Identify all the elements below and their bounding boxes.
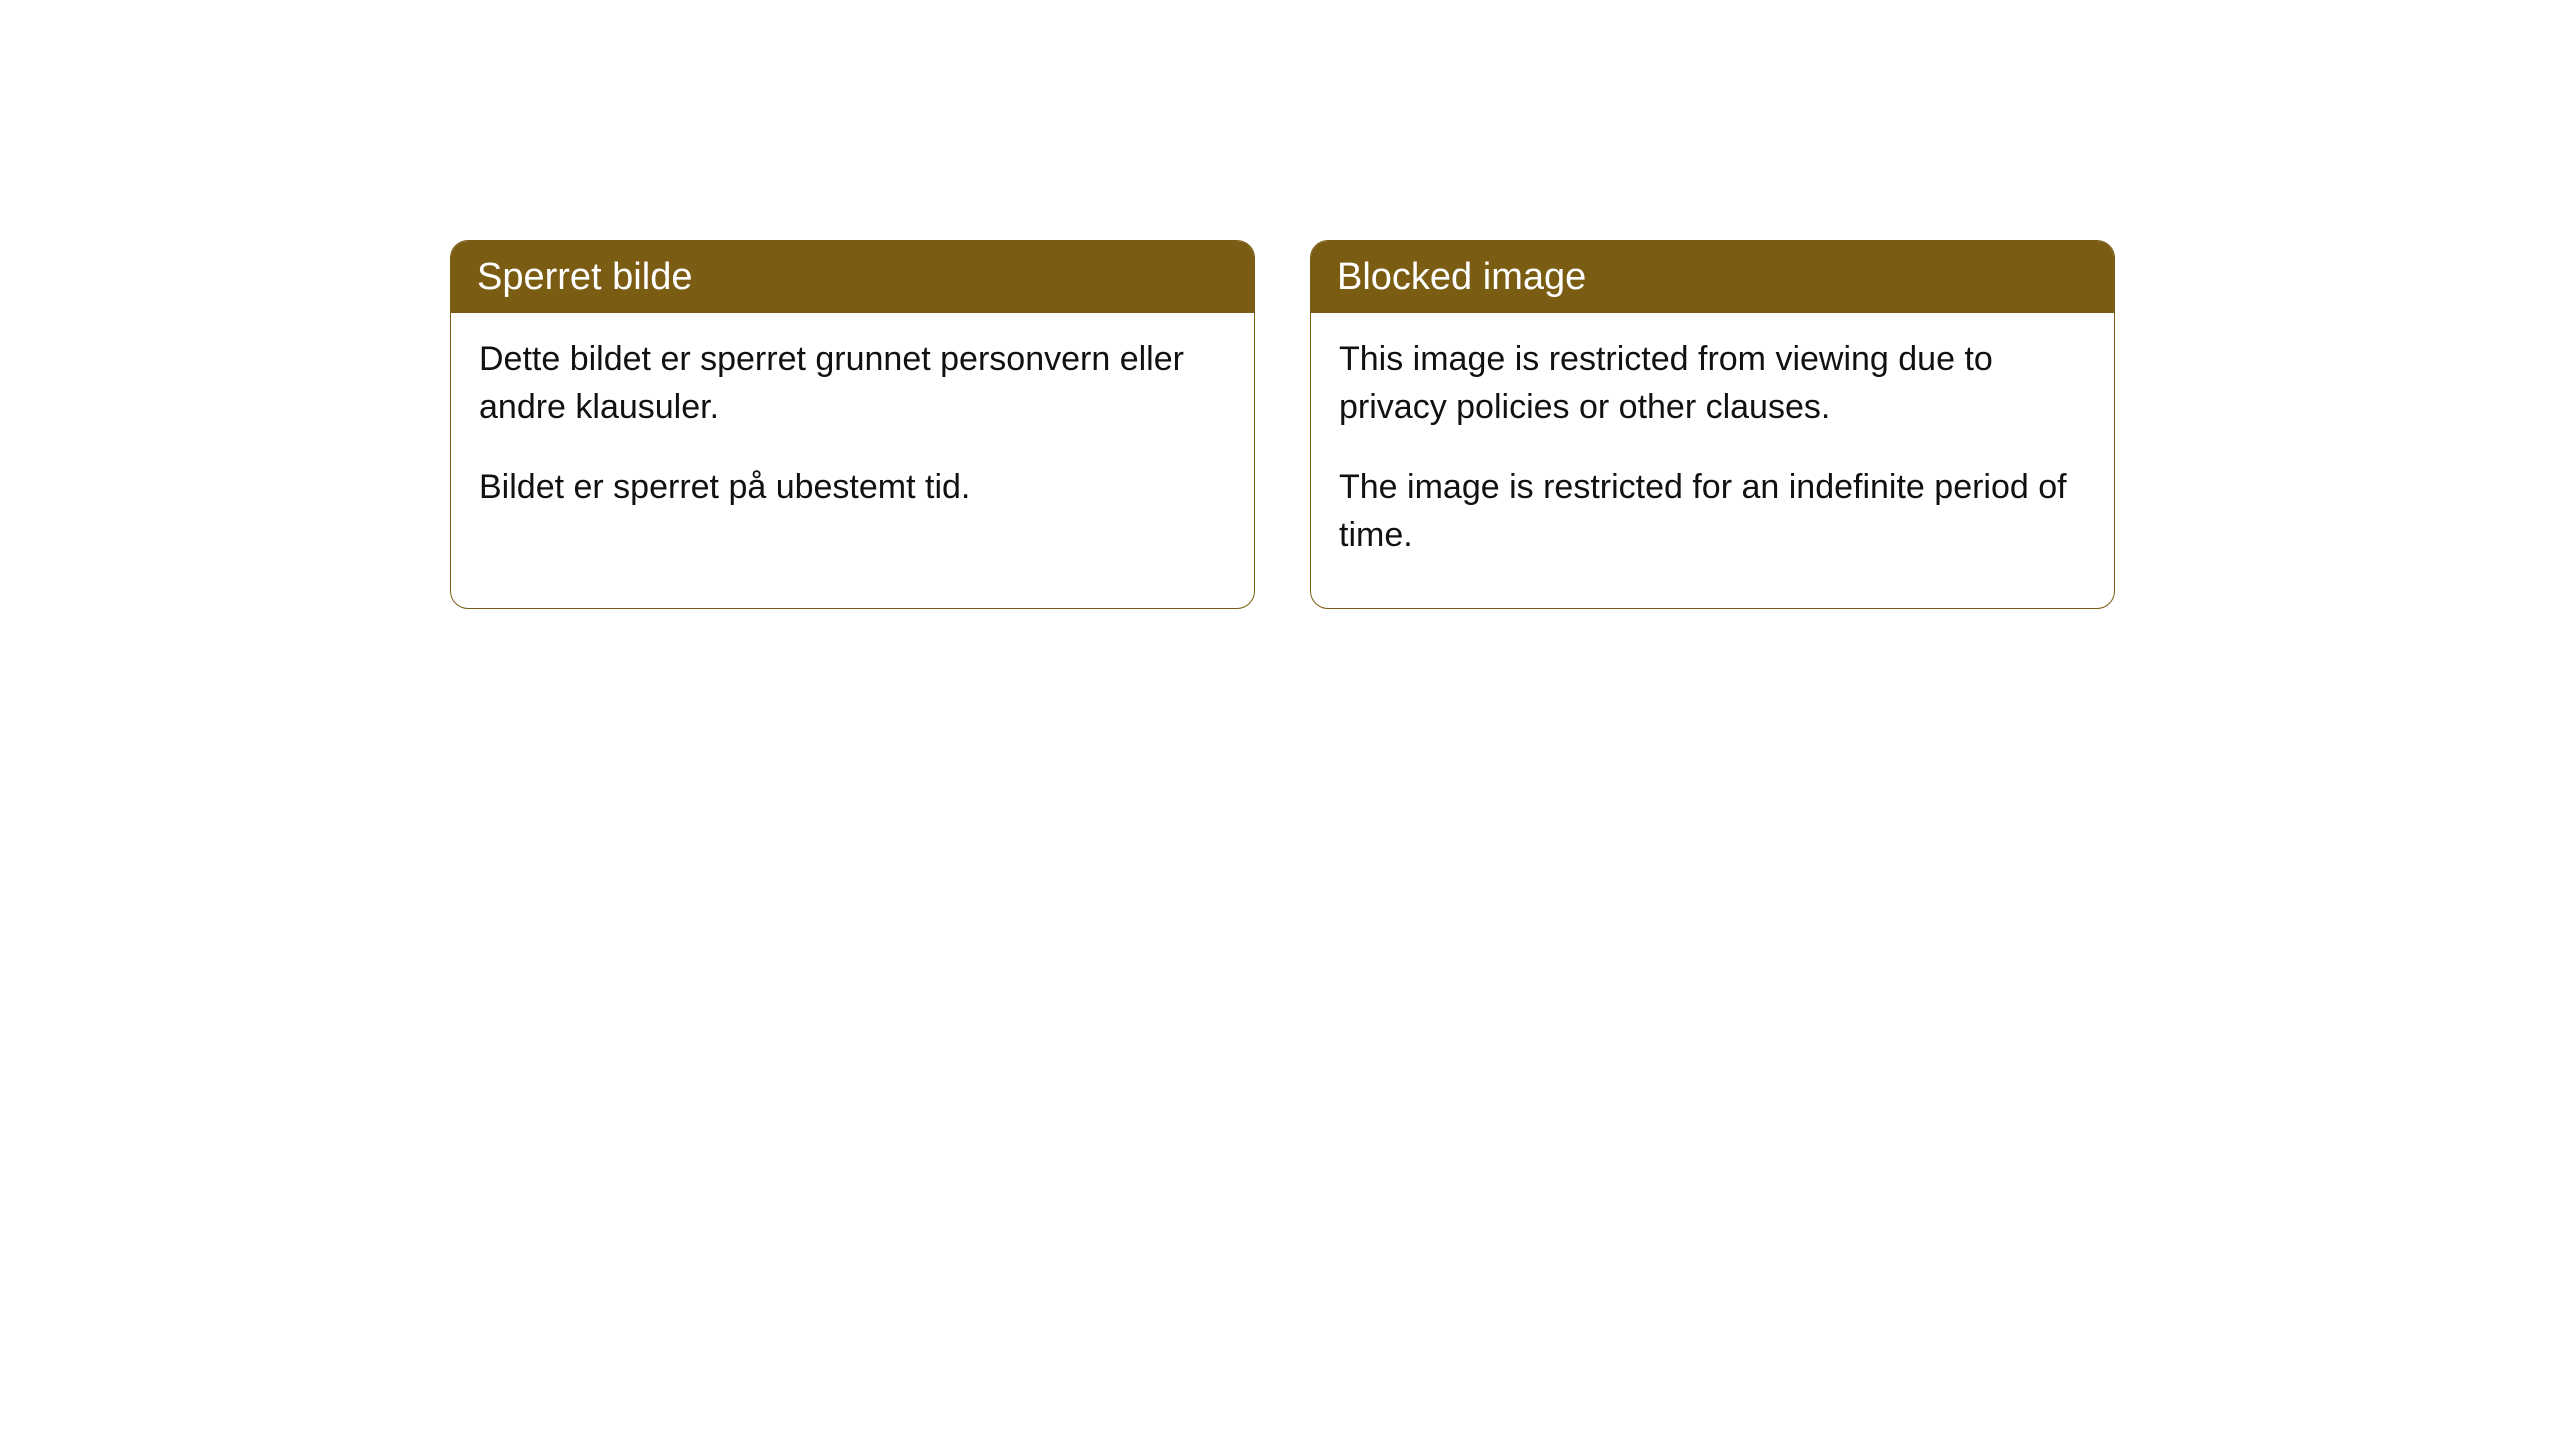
notice-card-title: Blocked image (1311, 241, 2114, 313)
notice-card-text-2: Bildet er sperret på ubestemt tid. (479, 463, 1226, 511)
notice-card-body: This image is restricted from viewing du… (1311, 313, 2114, 608)
notice-card-norwegian: Sperret bilde Dette bildet er sperret gr… (450, 240, 1255, 609)
notice-card-text-2: The image is restricted for an indefinit… (1339, 463, 2086, 560)
notice-card-text-1: This image is restricted from viewing du… (1339, 335, 2086, 432)
notice-card-title: Sperret bilde (451, 241, 1254, 313)
notice-card-body: Dette bildet er sperret grunnet personve… (451, 313, 1254, 560)
notice-card-text-1: Dette bildet er sperret grunnet personve… (479, 335, 1226, 432)
notice-card-english: Blocked image This image is restricted f… (1310, 240, 2115, 609)
notice-cards-row: Sperret bilde Dette bildet er sperret gr… (450, 240, 2115, 609)
